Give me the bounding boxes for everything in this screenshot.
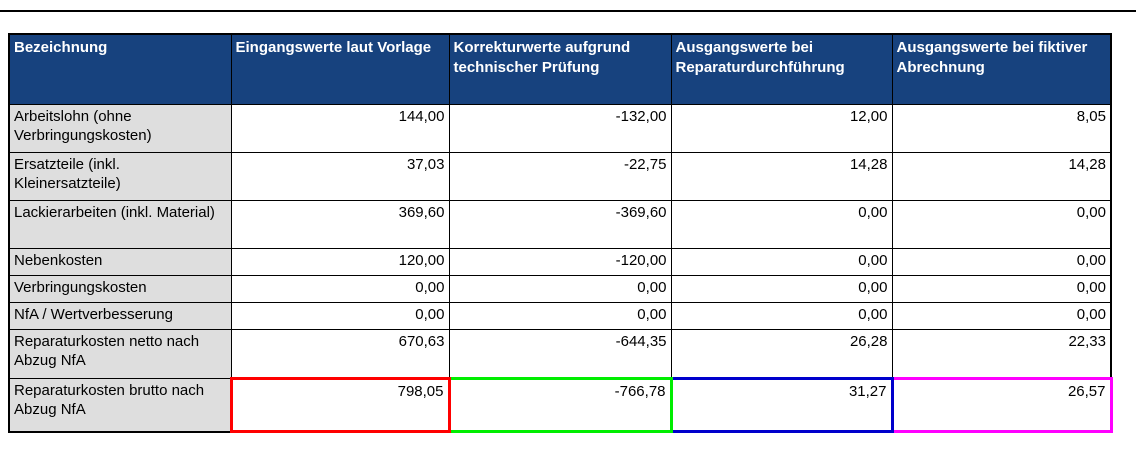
highlighted-value-cell-magenta: 26,57: [890, 377, 1113, 433]
row-label-cell: Nebenkosten: [8, 248, 232, 276]
value-cell: 0,00: [448, 275, 672, 303]
value-cell: 0,00: [891, 275, 1112, 303]
value-cell: -132,00: [448, 104, 672, 153]
value-cell: 12,00: [670, 104, 893, 153]
value-cell: 0,00: [670, 302, 893, 330]
value-cell: 0,00: [230, 275, 450, 303]
highlighted-value-cell-blue: 31,27: [669, 377, 894, 433]
value-cell: -644,35: [448, 329, 672, 379]
value-cell: 0,00: [891, 302, 1112, 330]
row-label-cell: Lackierarbeiten (inkl. Material): [8, 200, 232, 249]
value-cell: 0,00: [891, 200, 1112, 249]
table-row-total: Reparaturkosten brutto nach Abzug NfA 79…: [8, 377, 1113, 433]
repair-cost-table: Bezeichnung Eingangswerte laut Vorlage K…: [8, 33, 1113, 433]
row-label-cell: Ersatzteile (inkl. Kleinersatzteile): [8, 152, 232, 201]
column-header-korrekturwerte: Korrekturwerte aufgrund technischer Prüf…: [448, 33, 672, 105]
column-header-bezeichnung: Bezeichnung: [8, 33, 232, 105]
column-header-ausgangswerte-reparatur: Ausgangswerte bei Reparaturdurchführung: [670, 33, 893, 105]
table-header-row: Bezeichnung Eingangswerte laut Vorlage K…: [8, 33, 1112, 105]
value-cell: 670,63: [230, 329, 450, 379]
row-label-cell: Verbringungskosten: [8, 275, 232, 303]
value-cell: 26,28: [670, 329, 893, 379]
value-cell: 8,05: [891, 104, 1112, 153]
highlighted-value-cell-green: -766,78: [447, 377, 673, 433]
row-label-cell: NfA / Wertverbesserung: [8, 302, 232, 330]
column-header-eingangswerte: Eingangswerte laut Vorlage: [230, 33, 450, 105]
row-label-cell: Reparaturkosten brutto nach Abzug NfA: [8, 378, 232, 432]
value-cell: 0,00: [670, 275, 893, 303]
value-cell: 22,33: [891, 329, 1112, 379]
value-cell: -120,00: [448, 248, 672, 276]
row-label-cell: Reparaturkosten netto nach Abzug NfA: [8, 329, 232, 379]
value-cell: 14,28: [891, 152, 1112, 201]
value-cell: 14,28: [670, 152, 893, 201]
table-row: Ersatzteile (inkl. Kleinersatzteile) 37,…: [8, 152, 1112, 201]
row-label-cell: Arbeitslohn (ohne Verbringungskosten): [8, 104, 232, 153]
value-cell: 0,00: [230, 302, 450, 330]
value-cell: 37,03: [230, 152, 450, 201]
value-cell: -22,75: [448, 152, 672, 201]
value-cell: 0,00: [670, 200, 893, 249]
table-row: Reparaturkosten netto nach Abzug NfA 670…: [8, 329, 1112, 379]
top-divider-rule: [0, 10, 1136, 12]
value-cell: 144,00: [230, 104, 450, 153]
table-row: Arbeitslohn (ohne Verbringungskosten) 14…: [8, 104, 1112, 153]
value-cell: 0,00: [891, 248, 1112, 276]
table-row: Nebenkosten 120,00 -120,00 0,00 0,00: [8, 248, 1112, 276]
table-row: Verbringungskosten 0,00 0,00 0,00 0,00: [8, 275, 1112, 303]
table-row: Lackierarbeiten (inkl. Material) 369,60 …: [8, 200, 1112, 249]
value-cell: 0,00: [670, 248, 893, 276]
value-cell: 120,00: [230, 248, 450, 276]
highlighted-value-cell-red: 798,05: [229, 377, 451, 433]
table-row: NfA / Wertverbesserung 0,00 0,00 0,00 0,…: [8, 302, 1112, 330]
value-cell: 369,60: [230, 200, 450, 249]
value-cell: 0,00: [448, 302, 672, 330]
column-header-ausgangswerte-fiktiv: Ausgangswerte bei fiktiver Abrechnung: [891, 33, 1112, 105]
value-cell: -369,60: [448, 200, 672, 249]
